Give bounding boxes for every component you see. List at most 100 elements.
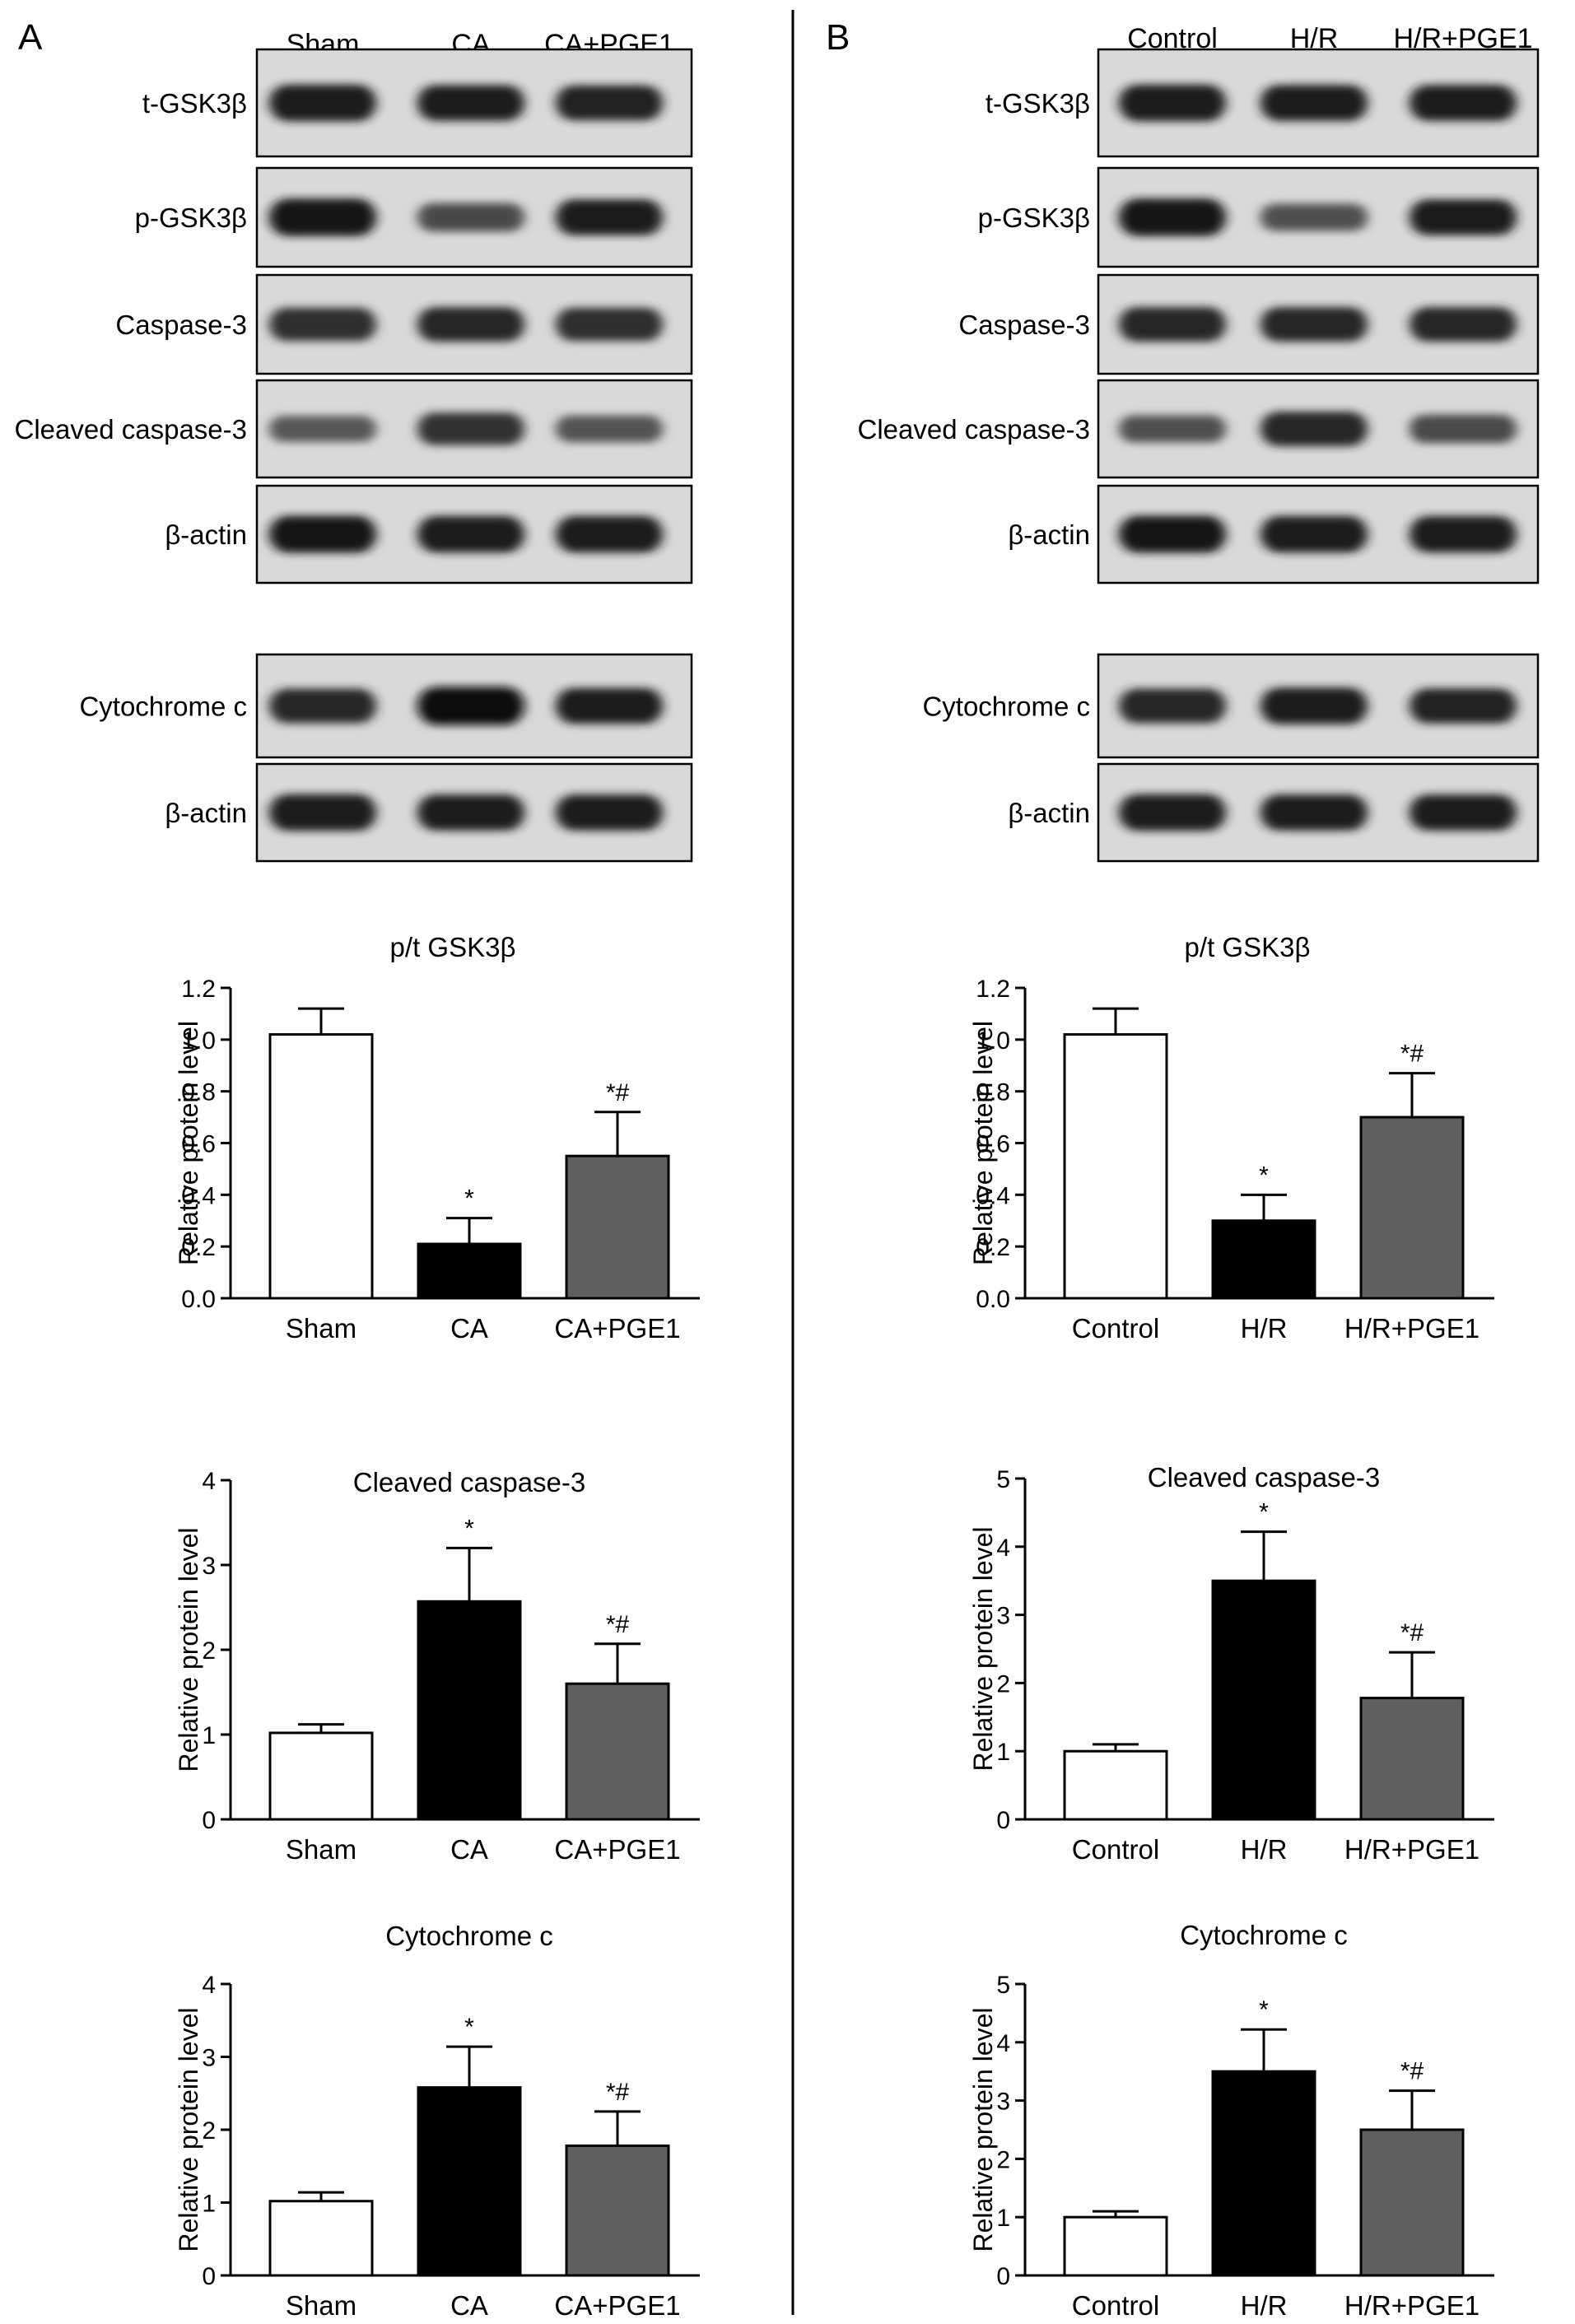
blot-band [556, 415, 663, 443]
bar-chart: Cleaved caspase-3 Relative protein level 0… [968, 1462, 1494, 1865]
bar [417, 2086, 522, 2277]
y-tick-label: 2 [202, 2117, 216, 2145]
blot-row: t-GSK3β [986, 48, 1540, 158]
y-tick-label: 1 [996, 2205, 1010, 2232]
bar [417, 1242, 522, 1300]
blot-band [269, 794, 376, 831]
y-tick-label: 0.2 [181, 1234, 216, 1261]
blot-band [1260, 515, 1368, 553]
blot-label: β-actin [1008, 798, 1090, 828]
blot-band [1260, 203, 1368, 231]
y-tick-label: 0 [996, 1807, 1010, 1834]
blot-band [1410, 199, 1517, 235]
significance-mark: * [464, 1185, 474, 1213]
blot-band [417, 203, 524, 232]
significance-mark: *# [1400, 2058, 1424, 2085]
chart-title: Cleaved caspase-3 [1148, 1462, 1381, 1493]
bar [1359, 2128, 1465, 2277]
y-axis-label: Relative protein level [968, 1021, 998, 1265]
bar [1063, 1749, 1168, 1821]
panel-a-blots: A Sham CA CA+PGE1t-GSK3βp-GSK3βCaspase-3Cle… [15, 17, 693, 863]
significance-mark: * [1259, 1162, 1269, 1189]
blot-label: β-actin [165, 798, 247, 828]
y-tick-label: 3 [996, 2089, 1010, 2116]
y-axis-label: Relative protein level [174, 2007, 203, 2252]
blot-band [1119, 307, 1226, 342]
bar-chart: Cytochrome c Relative protein level 0 1 2 3 4 5… [968, 1920, 1494, 2321]
blot-band [1260, 687, 1368, 724]
category-label: Control [1072, 1834, 1159, 1865]
y-tick-label: 5 [996, 1466, 1010, 1493]
blot-band [269, 688, 376, 724]
y-axis-label: Relative protein level [968, 1526, 998, 1771]
chart-title: p/t GSK3β [1185, 932, 1311, 962]
category-label: Sham [286, 2290, 356, 2321]
blot-band [1119, 688, 1226, 724]
y-tick-label: 3 [996, 1603, 1010, 1630]
panel-letter: B [826, 17, 850, 58]
bar [417, 1600, 522, 1821]
category-label: Sham [286, 1313, 356, 1344]
bar [565, 2144, 670, 2277]
blot-row: Cleaved caspase-3 [15, 379, 693, 479]
y-tick-label: 1 [996, 1739, 1010, 1766]
blot-band [556, 85, 663, 121]
significance-mark: *# [606, 1079, 630, 1106]
blot-row: Cleaved caspase-3 [858, 379, 1540, 479]
bar [268, 1033, 374, 1300]
blot-band [269, 307, 376, 342]
bar [1211, 1579, 1316, 1821]
blot-row: β-actin [165, 762, 693, 863]
y-tick-label: 3 [202, 1553, 216, 1580]
bar-chart: p/t GSK3β Relative protein level 0.0 0.2 0.4… [174, 932, 700, 1344]
bar-chart: p/t GSK3β Relative protein level 0.0 0.2 0.4… [968, 932, 1494, 1344]
blot-band [1410, 515, 1517, 553]
bar [268, 2200, 374, 2277]
bar-chart: Cytochrome c Relative protein level 0 1 2 3 4 S… [174, 1921, 700, 2321]
blot-row: Caspase-3 [115, 273, 693, 375]
blot-band [417, 85, 524, 121]
blot-label: t-GSK3β [986, 88, 1090, 119]
blot-label: Cleaved caspase-3 [858, 414, 1091, 445]
chart-title: Cytochrome c [385, 1921, 553, 1951]
y-tick-label: 2 [202, 1637, 216, 1665]
significance-mark: * [464, 2014, 474, 2041]
y-tick-label: 2 [996, 1670, 1010, 1698]
blot-row: t-GSK3β [142, 48, 693, 158]
blot-band [1119, 415, 1226, 443]
blot-band [269, 515, 376, 553]
y-tick-label: 0 [202, 2263, 216, 2290]
chart-title: p/t GSK3β [390, 932, 516, 962]
blot-row: β-actin [1008, 762, 1540, 863]
blot-band [417, 412, 524, 445]
blot-row: β-actin [165, 484, 693, 584]
blot-label: Cytochrome c [79, 692, 247, 722]
y-tick-label: 1.2 [181, 976, 216, 1003]
y-tick-label: 1 [202, 2191, 216, 2218]
bar [268, 1731, 374, 1821]
blot-band [556, 515, 663, 553]
blot-row: Cytochrome c [922, 653, 1540, 759]
blot-band [417, 307, 524, 342]
y-tick-label: 0.2 [976, 1234, 1010, 1261]
blot-label: Cleaved caspase-3 [15, 414, 248, 445]
y-tick-label: 0.6 [976, 1131, 1010, 1158]
significance-mark: * [1259, 1499, 1269, 1526]
panel-b-blots: B Control H/R H/R+PGE1t-GSK3βp-GSK3βCaspase… [826, 17, 1540, 863]
category-label: CA+PGE1 [554, 1313, 680, 1344]
blot-label: β-actin [1008, 519, 1090, 550]
bar [565, 1154, 670, 1300]
y-tick-label: 3 [202, 2045, 216, 2072]
blot-band [556, 794, 663, 831]
blot-band [556, 307, 663, 342]
blot-label: p-GSK3β [978, 203, 1090, 233]
blot-band [556, 687, 663, 724]
category-label: CA [450, 2290, 488, 2321]
y-tick-label: 1.0 [181, 1027, 216, 1055]
blot-band [1260, 85, 1368, 121]
blot-band [417, 687, 524, 725]
category-label: H/R+PGE1 [1344, 1313, 1479, 1344]
blot-label: p-GSK3β [135, 203, 247, 233]
y-tick-label: 4 [202, 1972, 216, 1999]
bar [565, 1682, 670, 1821]
